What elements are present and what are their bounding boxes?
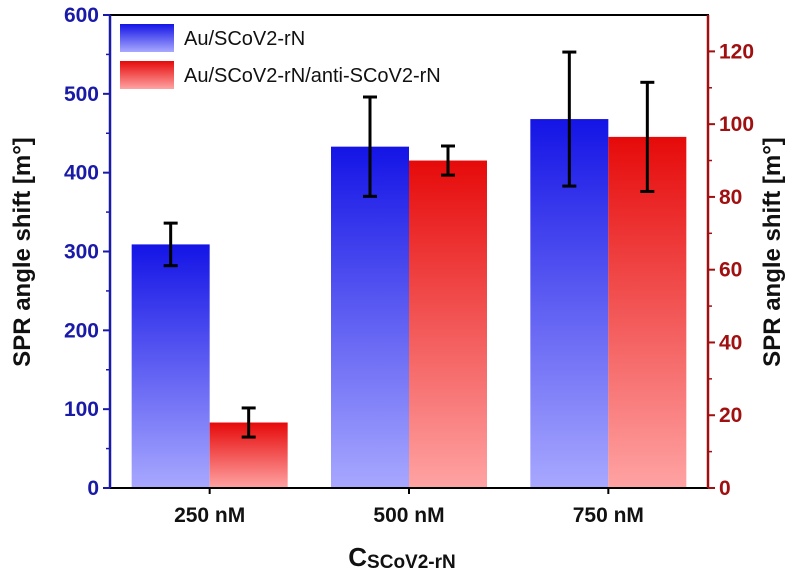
- error-bar-au-3: [562, 50, 577, 188]
- x-axis-title-sub: SCoV2-rN: [367, 552, 456, 573]
- y-tick-left-label: 300: [64, 241, 99, 264]
- legend-swatch-au: [120, 24, 174, 52]
- bars-layer: [131, 119, 687, 489]
- error-bar-anti-3: [640, 80, 655, 193]
- error-bars-layer: [163, 50, 655, 439]
- bar-au-2: [331, 146, 409, 488]
- x-tick-label: 250 nM: [174, 504, 245, 527]
- x-axis-title: CSCoV2-rN: [348, 542, 455, 573]
- y-tick-right-label: 80: [719, 186, 742, 209]
- legend-label-anti: Au/SCoV2-rN/anti-SCoV2-rN: [184, 65, 441, 87]
- y-tick-right-label: 120: [719, 40, 754, 63]
- y-tick-right-label: 20: [719, 404, 742, 427]
- y-tick-right-label: 60: [719, 259, 742, 282]
- y-tick-left-label: 500: [64, 83, 99, 106]
- legend-label-au: Au/SCoV2-rN: [184, 28, 305, 50]
- bar-anti-3: [608, 136, 687, 488]
- y-tick-right-label: 0: [719, 477, 731, 500]
- legend: Au/SCoV2-rN Au/SCoV2-rN/anti-SCoV2-rN: [120, 24, 441, 89]
- y-tick-left-label: 600: [64, 4, 99, 27]
- y-tick-right-label: 40: [719, 331, 742, 354]
- y-tick-right-label: 100: [719, 113, 754, 136]
- error-bar-au-1: [163, 221, 178, 268]
- x-tick-label: 500 nM: [373, 504, 444, 527]
- bar-au-1: [131, 244, 210, 488]
- y-tick-left-label: 200: [64, 319, 99, 342]
- x-tick-label: 750 nM: [573, 504, 644, 527]
- axis-layer: 0 100 200 300 400 500 600 0 20 40 60 80 100 120 250 nM…: [64, 4, 754, 527]
- y-axis-title-left: SPR angle shift [m°]: [9, 137, 36, 367]
- y-tick-left-label: 100: [64, 398, 99, 421]
- y-axis-title-right: SPR angle shift [m°]: [759, 137, 786, 367]
- x-axis-title-main: C: [348, 542, 367, 572]
- bar-anti-2: [409, 160, 487, 489]
- y-tick-left-label: 0: [87, 477, 99, 500]
- error-bar-anti-1: [241, 406, 256, 439]
- error-bar-au-2: [363, 95, 377, 198]
- error-bar-anti-2: [441, 144, 455, 177]
- y-tick-left-label: 400: [64, 162, 99, 185]
- legend-swatch-anti: [120, 61, 174, 89]
